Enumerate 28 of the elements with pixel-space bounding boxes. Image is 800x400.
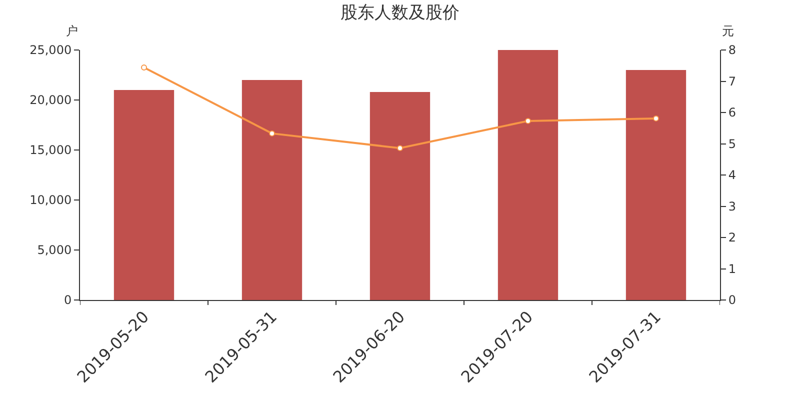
bar bbox=[370, 92, 430, 300]
bar bbox=[498, 50, 558, 300]
y-tick-label: 15,000 bbox=[30, 143, 72, 158]
point bbox=[525, 118, 531, 124]
point bbox=[653, 115, 659, 122]
y-tick-label: 20,000 bbox=[30, 93, 72, 108]
y2-tick-label: 5 bbox=[728, 136, 736, 151]
point bbox=[141, 64, 147, 70]
y2-tick-label: 2 bbox=[728, 230, 736, 245]
bar bbox=[242, 80, 302, 300]
y2-tick-label: 7 bbox=[728, 74, 736, 88]
y-axis-title: 户 bbox=[66, 24, 78, 38]
point bbox=[397, 145, 403, 152]
y-tick-label: 0 bbox=[64, 293, 72, 308]
y2-tick-label: 6 bbox=[728, 106, 736, 120]
y2-tick-label: 8 bbox=[728, 43, 736, 58]
y2-tick-label: 0 bbox=[728, 293, 736, 308]
y-tick-label: 5,000 bbox=[37, 243, 72, 258]
y2-tick-label: 1 bbox=[728, 262, 736, 276]
chart-title: 股东人数及股价 bbox=[340, 2, 460, 23]
point bbox=[269, 130, 275, 136]
y-tick-label: 25,000 bbox=[30, 43, 72, 58]
y-tick-label: 10,000 bbox=[30, 193, 72, 208]
y2-tick-label: 3 bbox=[728, 199, 736, 214]
y2-tick-label: 4 bbox=[728, 168, 736, 182]
bar bbox=[114, 90, 174, 300]
bar bbox=[626, 70, 686, 300]
y2-axis-title: 元 bbox=[722, 24, 734, 38]
